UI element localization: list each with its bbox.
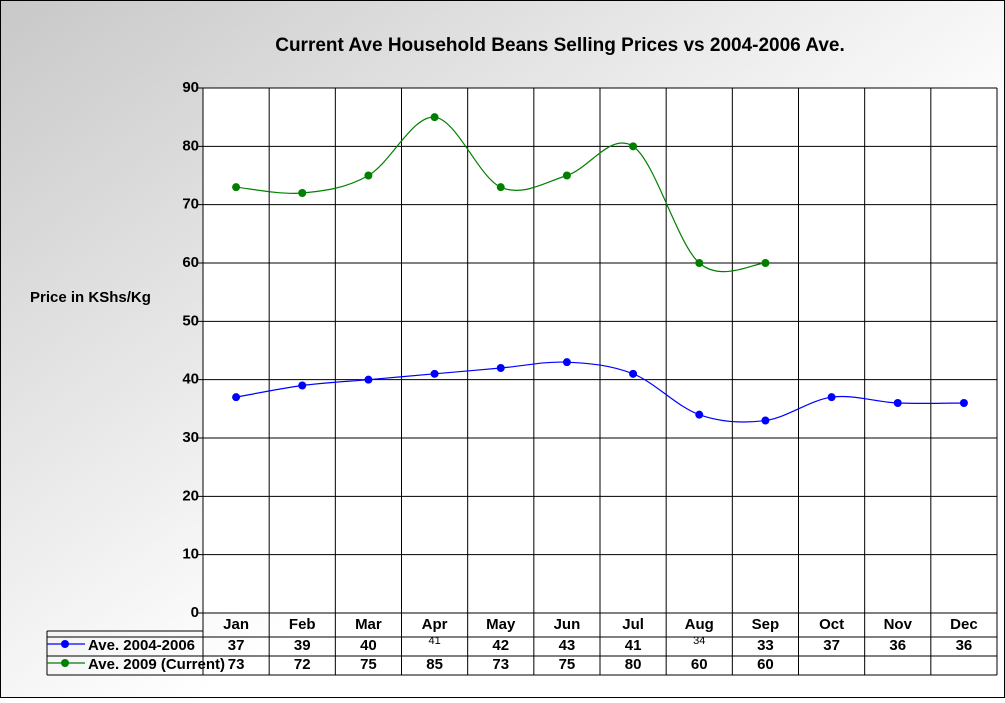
data-point — [761, 259, 770, 267]
data-point — [496, 183, 505, 192]
table-value: 42 — [492, 637, 509, 654]
table-value: 34 — [693, 635, 705, 647]
table-value: 75 — [559, 656, 576, 673]
table-value: 36 — [889, 637, 906, 654]
data-point — [298, 189, 307, 197]
data-point — [695, 259, 704, 267]
table-value: 36 — [956, 637, 973, 654]
x-tick-label: Jan — [223, 616, 249, 633]
x-tick-label: Dec — [950, 616, 978, 633]
data-point — [430, 113, 439, 122]
data-point — [430, 369, 439, 378]
legend-label: Ave. 2004-2006 — [88, 637, 195, 654]
table-value: 75 — [360, 656, 377, 673]
x-tick-label: Aug — [685, 616, 714, 633]
x-tick-label: Apr — [422, 616, 448, 633]
x-tick-label: Sep — [752, 616, 780, 633]
y-tick-label: 70 — [182, 196, 199, 213]
y-tick-label: 20 — [182, 487, 199, 504]
x-tick-label: Feb — [289, 616, 316, 633]
legend-marker — [61, 659, 69, 667]
x-tick-label: Mar — [355, 616, 382, 633]
data-point — [364, 375, 373, 384]
table-value: 72 — [294, 656, 311, 673]
table-value: 33 — [757, 637, 774, 654]
data-point — [232, 183, 241, 192]
table-value: 37 — [823, 637, 840, 654]
x-tick-label: Jul — [622, 616, 644, 633]
data-point — [562, 171, 571, 180]
x-tick-label: Oct — [819, 616, 844, 633]
data-point — [364, 171, 373, 180]
data-point — [496, 364, 505, 372]
x-tick-label: May — [486, 616, 516, 633]
table-value: 43 — [559, 637, 576, 654]
table-value: 73 — [228, 656, 245, 673]
y-tick-label: 0 — [191, 604, 199, 621]
data-point — [232, 393, 241, 402]
x-tick-label: Jun — [554, 616, 581, 633]
data-point — [695, 410, 704, 419]
table-value: 37 — [228, 637, 245, 654]
data-point — [562, 358, 571, 367]
y-tick-label: 40 — [182, 371, 199, 388]
table-value: 80 — [625, 656, 642, 673]
data-point — [629, 142, 638, 151]
y-tick-label: 10 — [182, 546, 199, 563]
data-point — [298, 381, 307, 390]
legend-label: Ave. 2009 (Current) — [88, 656, 225, 673]
y-tick-label: 30 — [182, 429, 199, 446]
table-value: 60 — [691, 656, 708, 673]
table-value: 39 — [294, 637, 311, 654]
table-value: 40 — [360, 637, 377, 654]
y-tick-label: 90 — [182, 79, 199, 96]
y-tick-label: 80 — [182, 137, 199, 154]
y-tick-label: 50 — [182, 312, 199, 329]
data-point — [761, 416, 770, 425]
data-point — [629, 369, 638, 378]
table-value: 60 — [757, 656, 774, 673]
data-point — [893, 399, 902, 407]
data-point — [959, 399, 968, 407]
table-value: 41 — [428, 635, 440, 647]
data-point — [827, 393, 836, 402]
x-tick-label: Nov — [884, 616, 913, 633]
y-axis-label: Price in KShs/Kg — [30, 289, 151, 306]
table-value: 41 — [625, 637, 642, 654]
legend-marker — [61, 640, 69, 648]
table-value: 73 — [492, 656, 509, 673]
series-line — [235, 361, 964, 423]
y-tick-label: 60 — [182, 254, 199, 271]
table-value: 85 — [426, 656, 443, 673]
chart-title: Current Ave Household Beans Selling Pric… — [275, 35, 845, 56]
